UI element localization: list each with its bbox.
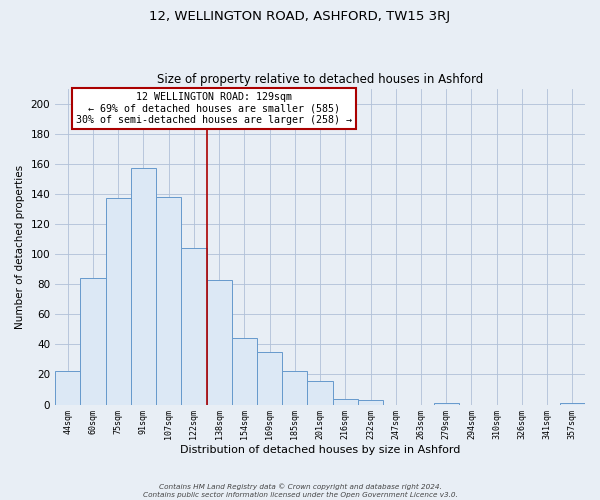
- Bar: [232, 338, 257, 404]
- Bar: [206, 280, 232, 404]
- Bar: [560, 403, 585, 404]
- Bar: [307, 380, 332, 404]
- Bar: [181, 248, 206, 404]
- Title: Size of property relative to detached houses in Ashford: Size of property relative to detached ho…: [157, 73, 483, 86]
- Y-axis label: Number of detached properties: Number of detached properties: [15, 164, 25, 328]
- Bar: [282, 372, 307, 404]
- Bar: [131, 168, 156, 404]
- Bar: [358, 400, 383, 404]
- Text: 12, WELLINGTON ROAD, ASHFORD, TW15 3RJ: 12, WELLINGTON ROAD, ASHFORD, TW15 3RJ: [149, 10, 451, 23]
- Bar: [257, 352, 282, 405]
- Bar: [106, 198, 131, 404]
- X-axis label: Distribution of detached houses by size in Ashford: Distribution of detached houses by size …: [180, 445, 460, 455]
- Bar: [80, 278, 106, 404]
- Bar: [332, 398, 358, 404]
- Text: 12 WELLINGTON ROAD: 129sqm
← 69% of detached houses are smaller (585)
30% of sem: 12 WELLINGTON ROAD: 129sqm ← 69% of deta…: [76, 92, 352, 125]
- Text: Contains HM Land Registry data © Crown copyright and database right 2024.
Contai: Contains HM Land Registry data © Crown c…: [143, 484, 457, 498]
- Bar: [156, 197, 181, 404]
- Bar: [434, 403, 459, 404]
- Bar: [55, 372, 80, 404]
